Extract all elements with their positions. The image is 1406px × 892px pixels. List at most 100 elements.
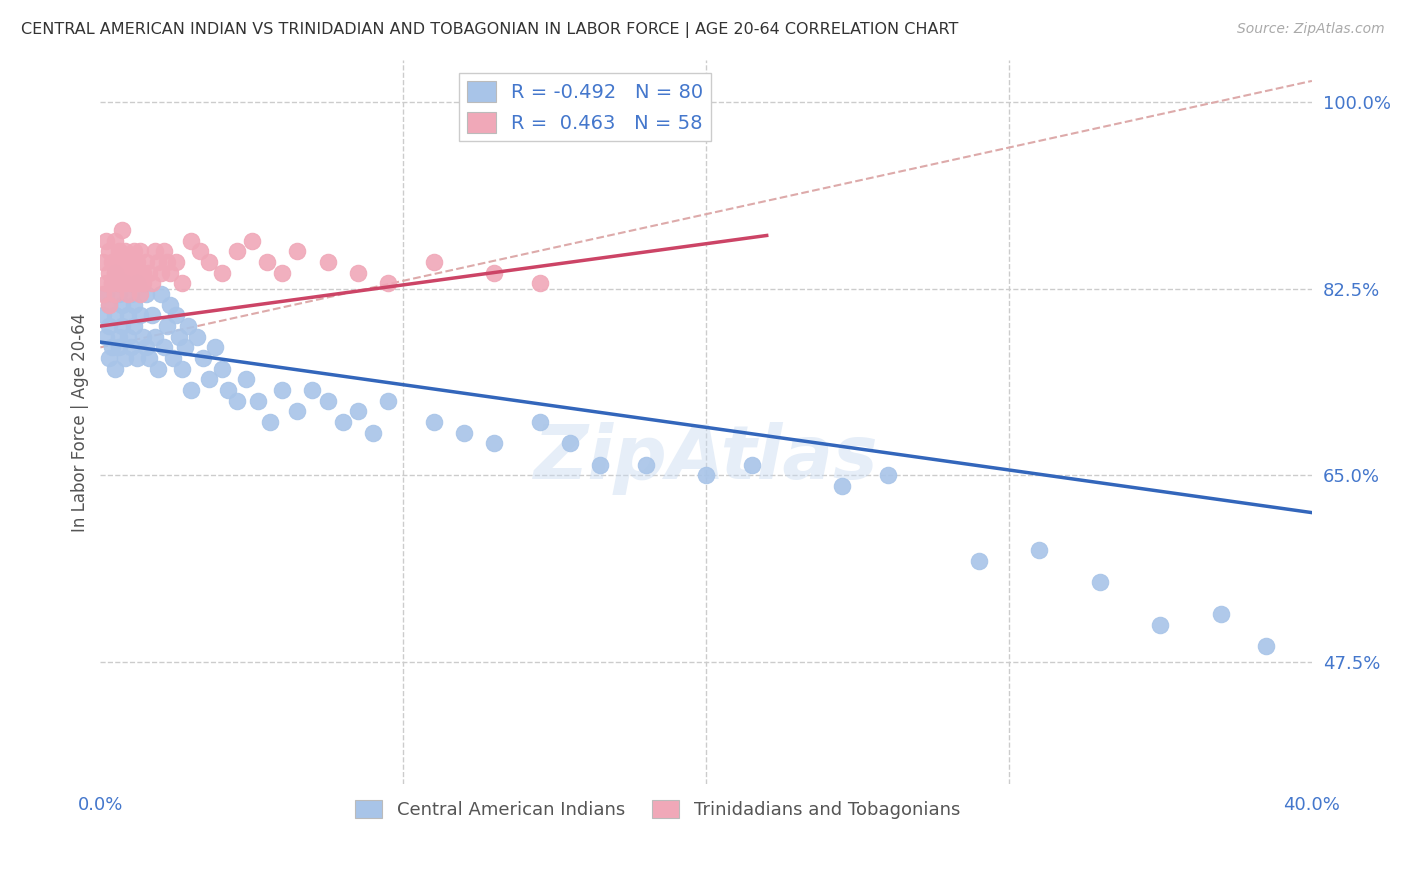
Point: [285, 404, 308, 418]
Point: [156, 319, 179, 334]
Point: [120, 340, 142, 354]
Point: [114, 255, 136, 269]
Point: [634, 458, 657, 472]
Point: [98, 298, 121, 312]
Point: [104, 266, 127, 280]
Point: [316, 255, 339, 269]
Legend: Central American Indians, Trinidadians and Tobagonians: Central American Indians, Trinidadians a…: [349, 792, 967, 826]
Point: [377, 393, 399, 408]
Point: [125, 277, 148, 291]
Point: [117, 266, 139, 280]
Point: [172, 361, 194, 376]
Point: [346, 404, 368, 418]
Point: [122, 244, 145, 259]
Point: [104, 361, 127, 376]
Point: [101, 255, 124, 269]
Point: [225, 393, 247, 408]
Point: [1209, 607, 1232, 621]
Point: [217, 383, 239, 397]
Point: [114, 277, 136, 291]
Point: [180, 383, 202, 397]
Point: [110, 298, 132, 312]
Point: [529, 415, 551, 429]
Point: [143, 330, 166, 344]
Point: [141, 309, 163, 323]
Text: ZipAtlas: ZipAtlas: [534, 422, 879, 495]
Point: [346, 266, 368, 280]
Point: [101, 277, 124, 291]
Point: [98, 351, 121, 365]
Point: [132, 277, 155, 291]
Point: [117, 330, 139, 344]
Point: [128, 309, 150, 323]
Point: [132, 266, 155, 280]
Point: [316, 393, 339, 408]
Point: [125, 255, 148, 269]
Point: [138, 351, 160, 365]
Point: [831, 479, 853, 493]
Point: [271, 383, 294, 397]
Point: [159, 266, 181, 280]
Point: [422, 255, 444, 269]
Point: [93, 287, 115, 301]
Point: [558, 436, 581, 450]
Point: [122, 266, 145, 280]
Point: [98, 298, 121, 312]
Point: [101, 340, 124, 354]
Point: [110, 319, 132, 334]
Point: [107, 244, 129, 259]
Point: [128, 287, 150, 301]
Point: [741, 458, 763, 472]
Point: [159, 298, 181, 312]
Text: Source: ZipAtlas.com: Source: ZipAtlas.com: [1237, 22, 1385, 37]
Point: [235, 372, 257, 386]
Point: [107, 330, 129, 344]
Point: [165, 255, 187, 269]
Point: [172, 277, 194, 291]
Point: [167, 330, 190, 344]
Point: [1256, 639, 1278, 653]
Point: [285, 244, 308, 259]
Point: [143, 244, 166, 259]
Point: [98, 266, 121, 280]
Point: [589, 458, 612, 472]
Point: [271, 266, 294, 280]
Point: [1088, 574, 1111, 589]
Point: [104, 309, 127, 323]
Point: [101, 277, 124, 291]
Point: [377, 277, 399, 291]
Point: [174, 340, 197, 354]
Point: [96, 330, 118, 344]
Point: [107, 277, 129, 291]
Point: [695, 468, 717, 483]
Point: [482, 266, 505, 280]
Point: [120, 287, 142, 301]
Point: [156, 255, 179, 269]
Point: [453, 425, 475, 440]
Point: [422, 415, 444, 429]
Point: [93, 255, 115, 269]
Point: [114, 244, 136, 259]
Point: [529, 277, 551, 291]
Point: [1028, 543, 1050, 558]
Point: [104, 234, 127, 248]
Point: [96, 234, 118, 248]
Point: [138, 266, 160, 280]
Point: [482, 436, 505, 450]
Point: [162, 351, 184, 365]
Point: [146, 361, 169, 376]
Point: [165, 309, 187, 323]
Point: [107, 287, 129, 301]
Point: [259, 415, 281, 429]
Point: [177, 319, 200, 334]
Point: [120, 277, 142, 291]
Point: [361, 425, 384, 440]
Point: [186, 330, 208, 344]
Point: [110, 266, 132, 280]
Point: [153, 340, 176, 354]
Point: [98, 319, 121, 334]
Point: [104, 266, 127, 280]
Point: [149, 266, 172, 280]
Y-axis label: In Labor Force | Age 20-64: In Labor Force | Age 20-64: [72, 312, 89, 532]
Point: [107, 255, 129, 269]
